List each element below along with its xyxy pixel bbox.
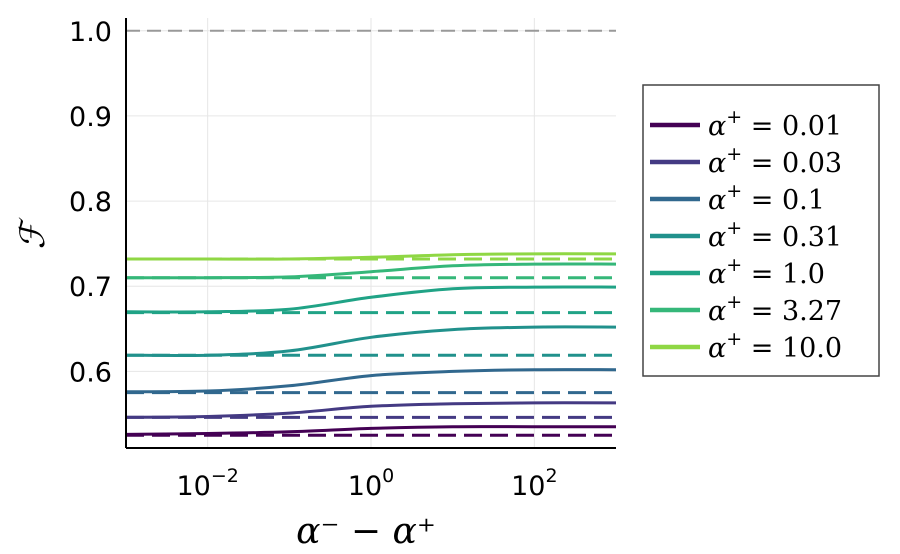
series-solid-line	[125, 325, 617, 358]
series-solid-line	[125, 368, 617, 394]
y-tick-labels: 0.6 0.7 0.8 0.9 1.0	[69, 17, 112, 389]
x-tick-labels: 10−2 100 102	[176, 465, 557, 502]
series-1	[125, 425, 616, 437]
series-solid-line	[125, 401, 617, 419]
legend-label: α+ = 0.31	[708, 217, 842, 253]
legend-label: α+ = 3.27	[708, 291, 842, 327]
legend-item: α+ = 0.31	[650, 217, 842, 253]
legend-label: α+ = 0.1	[708, 180, 825, 216]
legend-label: α+ = 0.03	[708, 143, 842, 179]
grid-lines	[126, 18, 616, 448]
y-tick-label: 0.6	[69, 357, 112, 388]
y-tick-label: 0.8	[69, 187, 112, 218]
legend-item: α+ = 0.01	[650, 106, 842, 142]
series-solid-line	[126, 252, 617, 261]
legend-label: α+ = 1.0	[708, 254, 825, 290]
series-6	[125, 262, 617, 280]
axes	[125, 18, 616, 449]
x-tick-label: 102	[511, 465, 557, 502]
x-tick-label: 10−2	[176, 465, 238, 502]
series-solid-line	[125, 262, 617, 280]
y-tick-label: 1.0	[69, 17, 112, 48]
x-axis-label: α⁻ − α⁺	[296, 511, 436, 552]
legend-item: α+ = 0.1	[650, 180, 825, 216]
legend-item: α+ = 10.0	[650, 328, 842, 364]
legend-label: α+ = 0.01	[708, 106, 842, 142]
legend-item: α+ = 0.03	[650, 143, 842, 179]
legend-item: α+ = 1.0	[650, 254, 825, 290]
x-tick-label: 100	[348, 465, 394, 502]
legend: α+ = 0.01α+ = 0.03α+ = 0.1α+ = 0.31α+ = …	[642, 84, 880, 377]
series-solid-line	[125, 285, 617, 314]
legend-box	[642, 84, 880, 377]
y-tick-label: 0.9	[69, 102, 112, 133]
legend-label: α+ = 10.0	[708, 328, 842, 364]
series-3	[125, 368, 617, 395]
series-5	[125, 285, 617, 315]
y-axis-label: ℱ	[13, 216, 53, 249]
series-group	[125, 252, 617, 437]
series-solid-line	[125, 425, 616, 436]
series-4	[125, 325, 617, 358]
legend-item: α+ = 3.27	[650, 291, 842, 327]
y-tick-label: 0.7	[69, 272, 112, 303]
series-7	[126, 252, 617, 261]
series-2	[125, 401, 617, 419]
